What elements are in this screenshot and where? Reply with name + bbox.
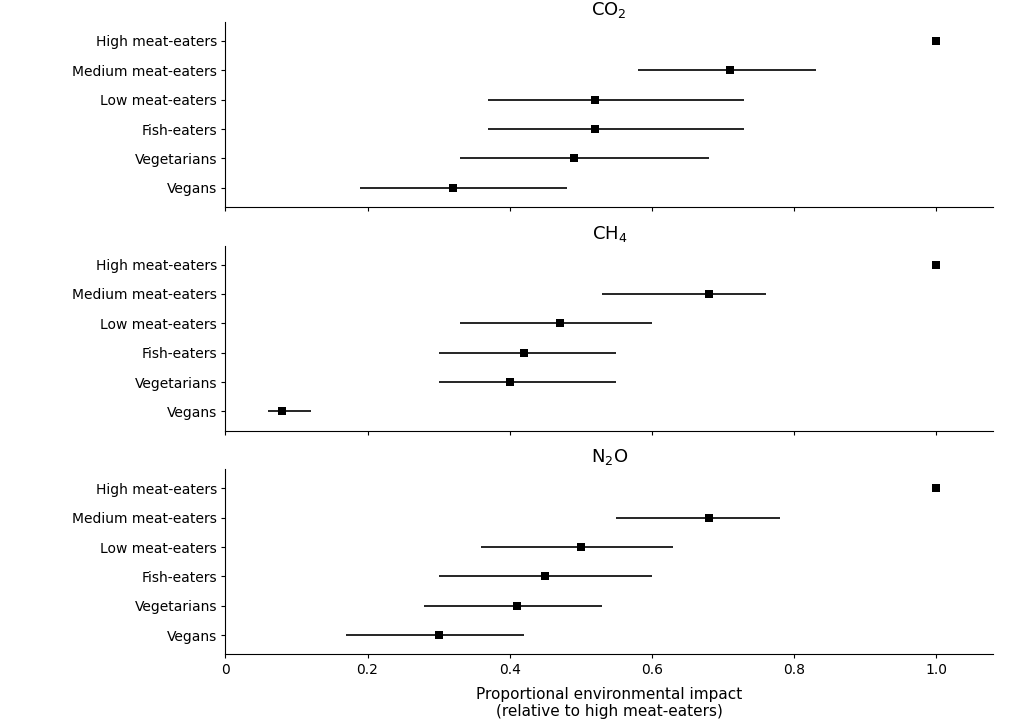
Title: CH$_4$: CH$_4$: [592, 224, 627, 244]
Text: Proportional environmental impact
(relative to high meat-eaters): Proportional environmental impact (relat…: [476, 687, 742, 720]
Title: N$_2$O: N$_2$O: [591, 447, 628, 467]
Title: CO$_2$: CO$_2$: [592, 0, 627, 20]
